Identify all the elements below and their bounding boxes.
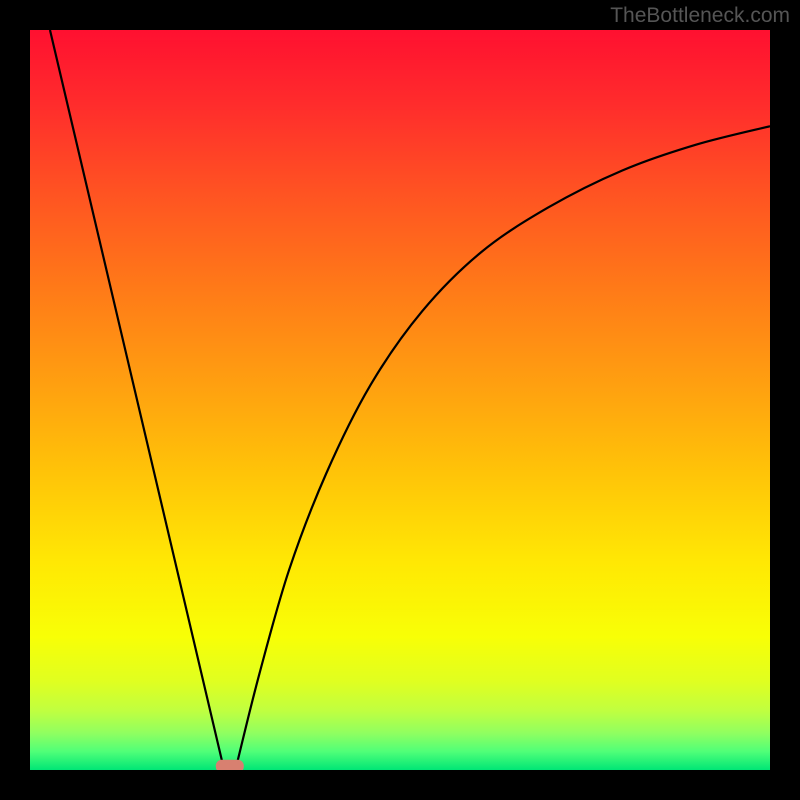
chart-container: { "watermark": { "text": "TheBottleneck.… [0,0,800,800]
watermark-text: TheBottleneck.com [610,4,790,28]
bottleneck-chart [0,0,800,800]
plot-gradient-background [30,30,770,770]
